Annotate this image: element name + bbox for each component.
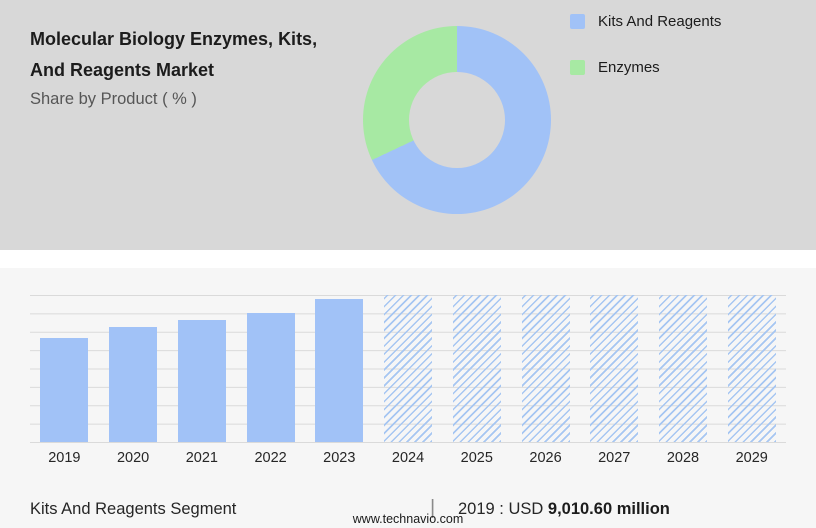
donut-chart [363, 26, 551, 214]
bar-2026 [521, 295, 570, 442]
legend-item-kits: Kits And Reagents [570, 13, 721, 30]
share-by-product-panel: Molecular Biology Enzymes, Kits, And Rea… [0, 0, 816, 250]
website-text: www.technavio.com [352, 512, 464, 526]
x-axis-label-2024: 2024 [391, 450, 425, 466]
bar-column [442, 295, 511, 442]
bar-2024 [384, 295, 433, 442]
caption-separator: | [430, 497, 436, 519]
stat-prefix: 2019 : USD [458, 500, 548, 518]
bar-2022 [246, 312, 295, 442]
x-axis-label-2028: 2028 [666, 450, 700, 466]
legend-swatch-enzymes [570, 60, 585, 75]
bar-2028 [658, 295, 707, 442]
bar-column [717, 295, 786, 442]
page-title-line2: And Reagents Market [30, 59, 215, 80]
bar-2020 [109, 327, 158, 442]
segment-label: Kits And Reagents Segment [30, 500, 237, 518]
bar-column [511, 295, 580, 442]
bar-2021 [177, 320, 226, 442]
bar-2019 [40, 337, 89, 442]
bar-2027 [590, 295, 639, 442]
bar-column [30, 295, 99, 442]
legend-swatch-kits [570, 14, 585, 29]
x-axis-label-2027: 2027 [598, 450, 631, 466]
page-title-line1: Molecular Biology Enzymes, Kits, [30, 29, 318, 49]
chart-legend: Kits And Reagents Enzymes [570, 13, 721, 105]
x-axis-label-2019: 2019 [48, 450, 81, 466]
legend-label-enzymes: Enzymes [598, 59, 660, 76]
bar-column [374, 295, 443, 442]
bar-2025 [452, 295, 501, 442]
x-axis-label-2029: 2029 [735, 450, 768, 466]
chart-subtitle: Share by Product ( % ) [30, 90, 197, 109]
x-axis-label-2021: 2021 [185, 450, 218, 466]
bar-column [99, 295, 168, 442]
x-axis-label-2023: 2023 [323, 450, 356, 466]
x-axis-label-2022: 2022 [254, 450, 287, 466]
bar-column [580, 295, 649, 442]
donut-hole [409, 72, 505, 168]
legend-item-enzymes: Enzymes [570, 59, 721, 76]
bar-labels: 2019 2020 2021 2022 2023 2024 2025 2026 2027 2028… [30, 450, 786, 466]
bar-column [649, 295, 718, 442]
bar-column [305, 295, 374, 442]
bar-column [236, 295, 305, 442]
chart-headings: Molecular Biology Enzymes, Kits, And Rea… [30, 24, 360, 109]
x-axis-label-2026: 2026 [529, 450, 562, 466]
x-axis-label-2025: 2025 [460, 450, 493, 466]
bar-2023 [315, 299, 364, 442]
bar-column [167, 295, 236, 442]
legend-label-kits: Kits And Reagents [598, 13, 722, 30]
bar-plot [30, 295, 786, 443]
x-axis-label-2020: 2020 [116, 450, 150, 466]
bar-2029 [727, 295, 776, 442]
stat-value: 9,010.60 million [547, 500, 670, 518]
caption-row: Kits And Reagents Segment | 2019 : USD 9… [30, 497, 786, 525]
segment-stat: 2019 : USD 9,010.60 million [458, 500, 670, 519]
